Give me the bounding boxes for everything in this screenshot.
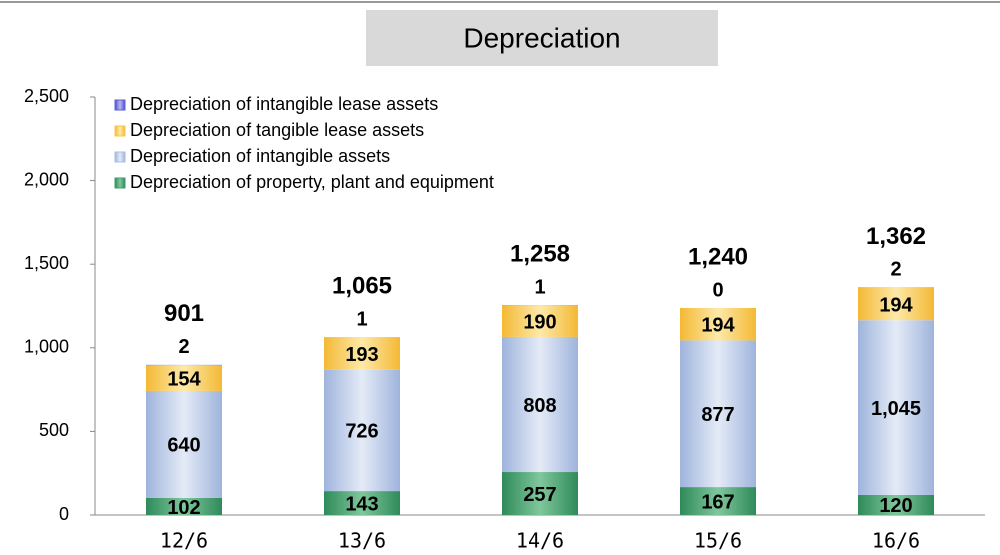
segment-label: 640 — [167, 435, 200, 457]
total-label: 1,065 — [332, 273, 392, 300]
bar-segment — [858, 287, 934, 321]
segment-label: 102 — [167, 497, 200, 519]
y-tick-label: 500 — [39, 420, 69, 440]
bar-segment — [146, 390, 222, 498]
x-tick-label: 16/6 — [872, 529, 920, 553]
legend-swatch — [114, 99, 126, 111]
total-label: 901 — [164, 300, 204, 327]
segment-label: 0 — [712, 279, 723, 301]
bar-segment — [324, 491, 400, 515]
legend-swatch — [114, 177, 126, 189]
y-tick-label: 1,500 — [24, 253, 69, 273]
segment-label: 120 — [879, 495, 912, 517]
segment-label: 1 — [534, 276, 545, 298]
legend-label: Depreciation of tangible lease assets — [130, 120, 424, 140]
legend-label: Depreciation of property, plant and equi… — [130, 172, 494, 192]
legend-label: Depreciation of intangible assets — [130, 146, 390, 166]
total-label: 1,240 — [688, 243, 748, 270]
bar-segment — [146, 365, 222, 391]
segment-label: 808 — [523, 395, 556, 417]
segment-label: 167 — [701, 491, 734, 513]
segment-label: 257 — [523, 484, 556, 506]
legend-swatch — [114, 125, 126, 137]
y-tick-label: 0 — [59, 504, 69, 524]
bar-segment — [502, 472, 578, 515]
segment-label: 2 — [178, 336, 189, 358]
x-tick-label: 12/6 — [160, 529, 208, 553]
total-label: 1,258 — [510, 240, 570, 267]
title-box — [366, 10, 718, 66]
bar-segment — [324, 369, 400, 492]
segment-label: 193 — [345, 344, 378, 366]
chart-title: Depreciation — [463, 22, 620, 53]
segment-label: 143 — [345, 493, 378, 515]
bar-segment — [858, 494, 934, 515]
x-tick-label: 13/6 — [338, 529, 386, 553]
segment-label: 877 — [701, 404, 734, 426]
segment-label: 1,045 — [871, 398, 921, 420]
segment-label: 1 — [356, 309, 367, 331]
bar-segment — [680, 308, 756, 341]
segment-label: 190 — [523, 311, 556, 333]
legend-swatch — [114, 151, 126, 163]
segment-label: 726 — [345, 421, 378, 443]
y-tick-label: 1,000 — [24, 337, 69, 357]
segment-label: 194 — [879, 294, 913, 316]
bar-segment — [680, 487, 756, 515]
bar-segment — [502, 305, 578, 337]
x-tick-label: 15/6 — [694, 529, 742, 553]
bar-segment — [146, 497, 222, 515]
segment-label: 154 — [167, 368, 201, 390]
bar-segment — [502, 336, 578, 473]
segment-label: 194 — [701, 315, 735, 337]
x-tick-label: 14/6 — [516, 529, 564, 553]
bar-segment — [324, 337, 400, 370]
y-tick-label: 2,000 — [24, 169, 69, 189]
legend-label: Depreciation of intangible lease assets — [130, 94, 438, 114]
bar-segment — [858, 320, 934, 495]
segment-label: 2 — [890, 259, 901, 281]
total-label: 1,362 — [866, 223, 926, 250]
bar-segment — [680, 340, 756, 488]
y-tick-label: 2,500 — [24, 86, 69, 106]
